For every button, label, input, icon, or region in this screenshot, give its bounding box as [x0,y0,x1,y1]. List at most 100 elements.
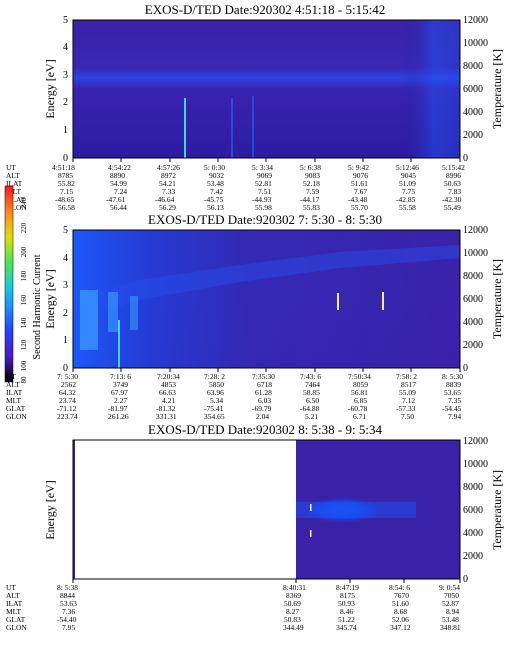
glat-cell: -81.97 [108,404,128,413]
y2-tick: 10000 [463,248,488,259]
glon-cell: 7.50 [401,412,414,421]
ilat-cell: 50.93 [338,599,355,608]
glat-cell: -43.48 [348,195,368,204]
y2-tick: 8000 [463,271,483,282]
glon-cell: 345.74 [336,623,357,632]
alt-cell: 7670 [394,591,409,600]
glon-cell: 7.95 [62,623,75,632]
y-tick: 1 [63,335,68,346]
ut-cell: 5: 0:30 [204,163,225,172]
alt-cell: 6718 [257,380,272,389]
ut-cell: 9: 0:54 [439,583,460,592]
ilat-cell: 58.85 [303,388,320,397]
ilat-cell: 51.09 [399,179,416,188]
row-label: ALT [6,591,20,600]
colorbar-tick: 100 [20,360,28,371]
mlt-cell: 8.46 [340,607,353,616]
y-tick: 5 [63,225,68,236]
alt-cell: 8059 [353,380,368,389]
panel-2-x-ticks [72,368,461,372]
panel-2: EXOS-D/TED Date:920302 7: 5:30 - 8: 5:30… [6,212,504,421]
alt-cell: 9032 [209,171,224,180]
alt-cell: 8517 [401,380,416,389]
mlt-cell: 7.75 [402,187,415,196]
panel-1-x-ticks [72,158,461,162]
row-label: GLON [6,623,27,632]
alt-cell: 3749 [113,380,128,389]
glat-cell: -54.45 [442,404,462,413]
glat-cell: 50.83 [284,615,301,624]
glat-cell: -44.93 [252,195,272,204]
y2-tick: 12000 [463,436,488,447]
row-label: MLT [6,187,22,196]
glat-cell: -48.65 [55,195,75,204]
panel-2-marker [337,293,339,310]
glon-cell: 2.04 [256,412,269,421]
glat-cell: -60.78 [348,404,368,413]
ut-cell: 7:28: 2 [204,372,225,381]
colorbar-label: Second Harmonic Current [32,254,43,359]
glon-cell: 56.29 [159,203,176,212]
ilat-cell: 50.69 [284,599,301,608]
row-label: ILAT [6,388,23,397]
mlt-cell: 8.94 [446,607,459,616]
mlt-cell: 7.59 [306,187,319,196]
alt-cell: 8785 [58,171,73,180]
glat-cell: -71.12 [57,404,77,413]
glat-cell: -44.17 [300,195,320,204]
mlt-cell: 6.85 [354,396,367,405]
alt-cell: 7050 [444,591,459,600]
panel-1: EXOS-D/TED Date:920302 4:51:18 - 5:15:42… [6,2,504,212]
ilat-cell: 66.63 [159,388,176,397]
ilat-cell: 51.60 [392,599,409,608]
y2-tick: 8000 [463,61,483,72]
ilat-cell: 52.87 [442,599,459,608]
glon-cell: 55.70 [351,203,368,212]
glat-cell: 53.48 [442,615,459,624]
glon-cell: 6.71 [353,412,366,421]
glat-cell: -42.30 [442,195,462,204]
mlt-cell: 7.42 [210,187,223,196]
y-tick: 2 [63,97,68,108]
ut-cell: 8: 5:38 [57,583,78,592]
alt-cell: 8369 [286,591,301,600]
mlt-cell: 23.74 [59,396,76,405]
y-tick: 0 [63,363,68,374]
ut-cell: 7:13: 6 [110,372,131,381]
glon-cell: 344.49 [283,623,304,632]
ut-cell: 7:50:34 [348,372,371,381]
glat-cell: -64.88 [300,404,320,413]
panel-1-ylabel: Energy [eV] [43,59,57,118]
panel-2-bright-patch [130,296,138,330]
glat-cell: -81.32 [156,404,176,413]
panel-1-spike [184,98,186,158]
ilat-cell: 64.32 [59,388,76,397]
panel-3-title: EXOS-D/TED Date:920302 8: 5:38 - 9: 5:34 [148,422,382,437]
ilat-cell: 55.09 [399,388,416,397]
y2-tick: 2000 [463,340,483,351]
row-label: ILAT [6,179,23,188]
glon-cell: 347.12 [390,623,411,632]
mlt-cell: 6.03 [258,396,271,405]
ut-cell: 5:15:42 [442,163,465,172]
panel-3-ylabel: Energy [eV] [43,480,57,539]
glon-cell: 55.49 [444,203,461,212]
y2-tick: 6000 [463,505,483,516]
ut-cell: 7:35:30 [252,372,275,381]
row-label: MLT [6,396,22,405]
mlt-cell: 7.15 [60,187,73,196]
ut-cell: 5: 3:34 [252,163,273,172]
y-tick: 3 [63,280,68,291]
glon-cell: 261.26 [108,412,129,421]
row-label: GLON [6,412,27,421]
panel-3-table: UT ALT ILAT MLT GLAT GLON 8: 5:38 8:40:3… [6,583,461,632]
mlt-cell: 2.27 [114,396,127,405]
row-label: ILAT [6,599,23,608]
panel-2-ylabel2: Temperature [K] [490,259,504,339]
panel-2-marker [382,292,384,310]
ut-cell: 7:43: 6 [300,372,321,381]
glat-cell: -54.40 [57,615,77,624]
ut-cell: 5:12:46 [396,163,419,172]
panel-2-diagonal-band [73,245,460,320]
